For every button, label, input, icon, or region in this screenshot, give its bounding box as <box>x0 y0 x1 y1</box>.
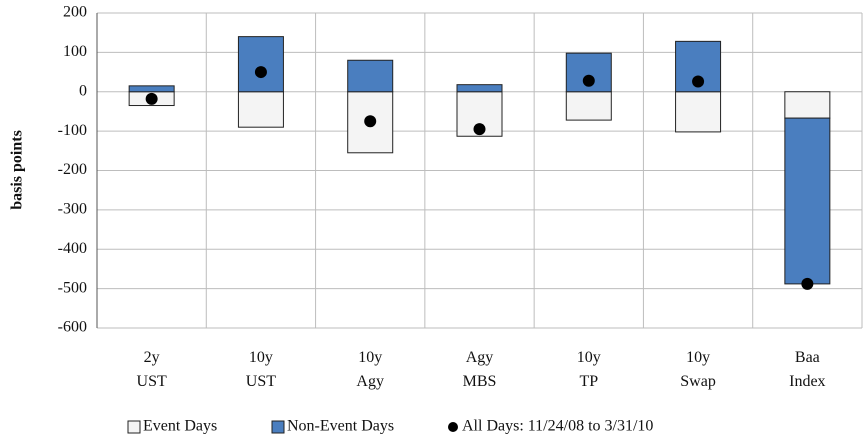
dot <box>254 66 267 79</box>
y-tick-label: 100 <box>63 43 87 60</box>
bar <box>237 91 284 128</box>
legend-swatch <box>271 420 285 434</box>
x-tick-label: 10y TP <box>577 349 601 390</box>
dot <box>145 92 158 105</box>
y-tick-label: -400 <box>58 240 87 257</box>
y-axis-label: basis points <box>9 130 26 210</box>
dot <box>801 277 814 290</box>
y-tick-label: -500 <box>58 279 87 296</box>
bar <box>784 91 831 119</box>
bar <box>675 91 722 133</box>
dot <box>364 115 377 128</box>
bar <box>784 117 831 285</box>
bar <box>456 84 503 93</box>
y-tick-label: -200 <box>58 161 87 178</box>
x-tick-label: Agy MBS <box>463 349 497 390</box>
bar <box>565 91 612 121</box>
y-tick-label: -600 <box>58 319 87 336</box>
y-tick-label: 200 <box>63 4 87 21</box>
legend-swatch <box>127 420 141 434</box>
y-tick-label: -300 <box>58 201 87 218</box>
dot <box>692 75 705 88</box>
legend-swatch <box>448 422 458 432</box>
x-tick-label: 10y Swap <box>680 349 716 390</box>
y-tick-label: 0 <box>79 82 87 99</box>
dot <box>582 74 595 87</box>
x-tick-label: 2y UST <box>137 349 167 390</box>
dot <box>473 123 486 136</box>
legend-label: Non-Event Days <box>287 418 394 435</box>
x-tick-label: Baa Index <box>789 349 825 390</box>
y-tick-label: -100 <box>58 122 87 139</box>
x-tick-label: 10y Agy <box>356 349 384 390</box>
legend-label: Event Days <box>143 418 217 435</box>
bar <box>237 36 284 93</box>
bar <box>128 85 175 93</box>
x-tick-label: 10y UST <box>246 349 276 390</box>
bar <box>347 59 394 93</box>
legend-label: All Days: 11/24/08 to 3/31/10 <box>462 418 653 435</box>
